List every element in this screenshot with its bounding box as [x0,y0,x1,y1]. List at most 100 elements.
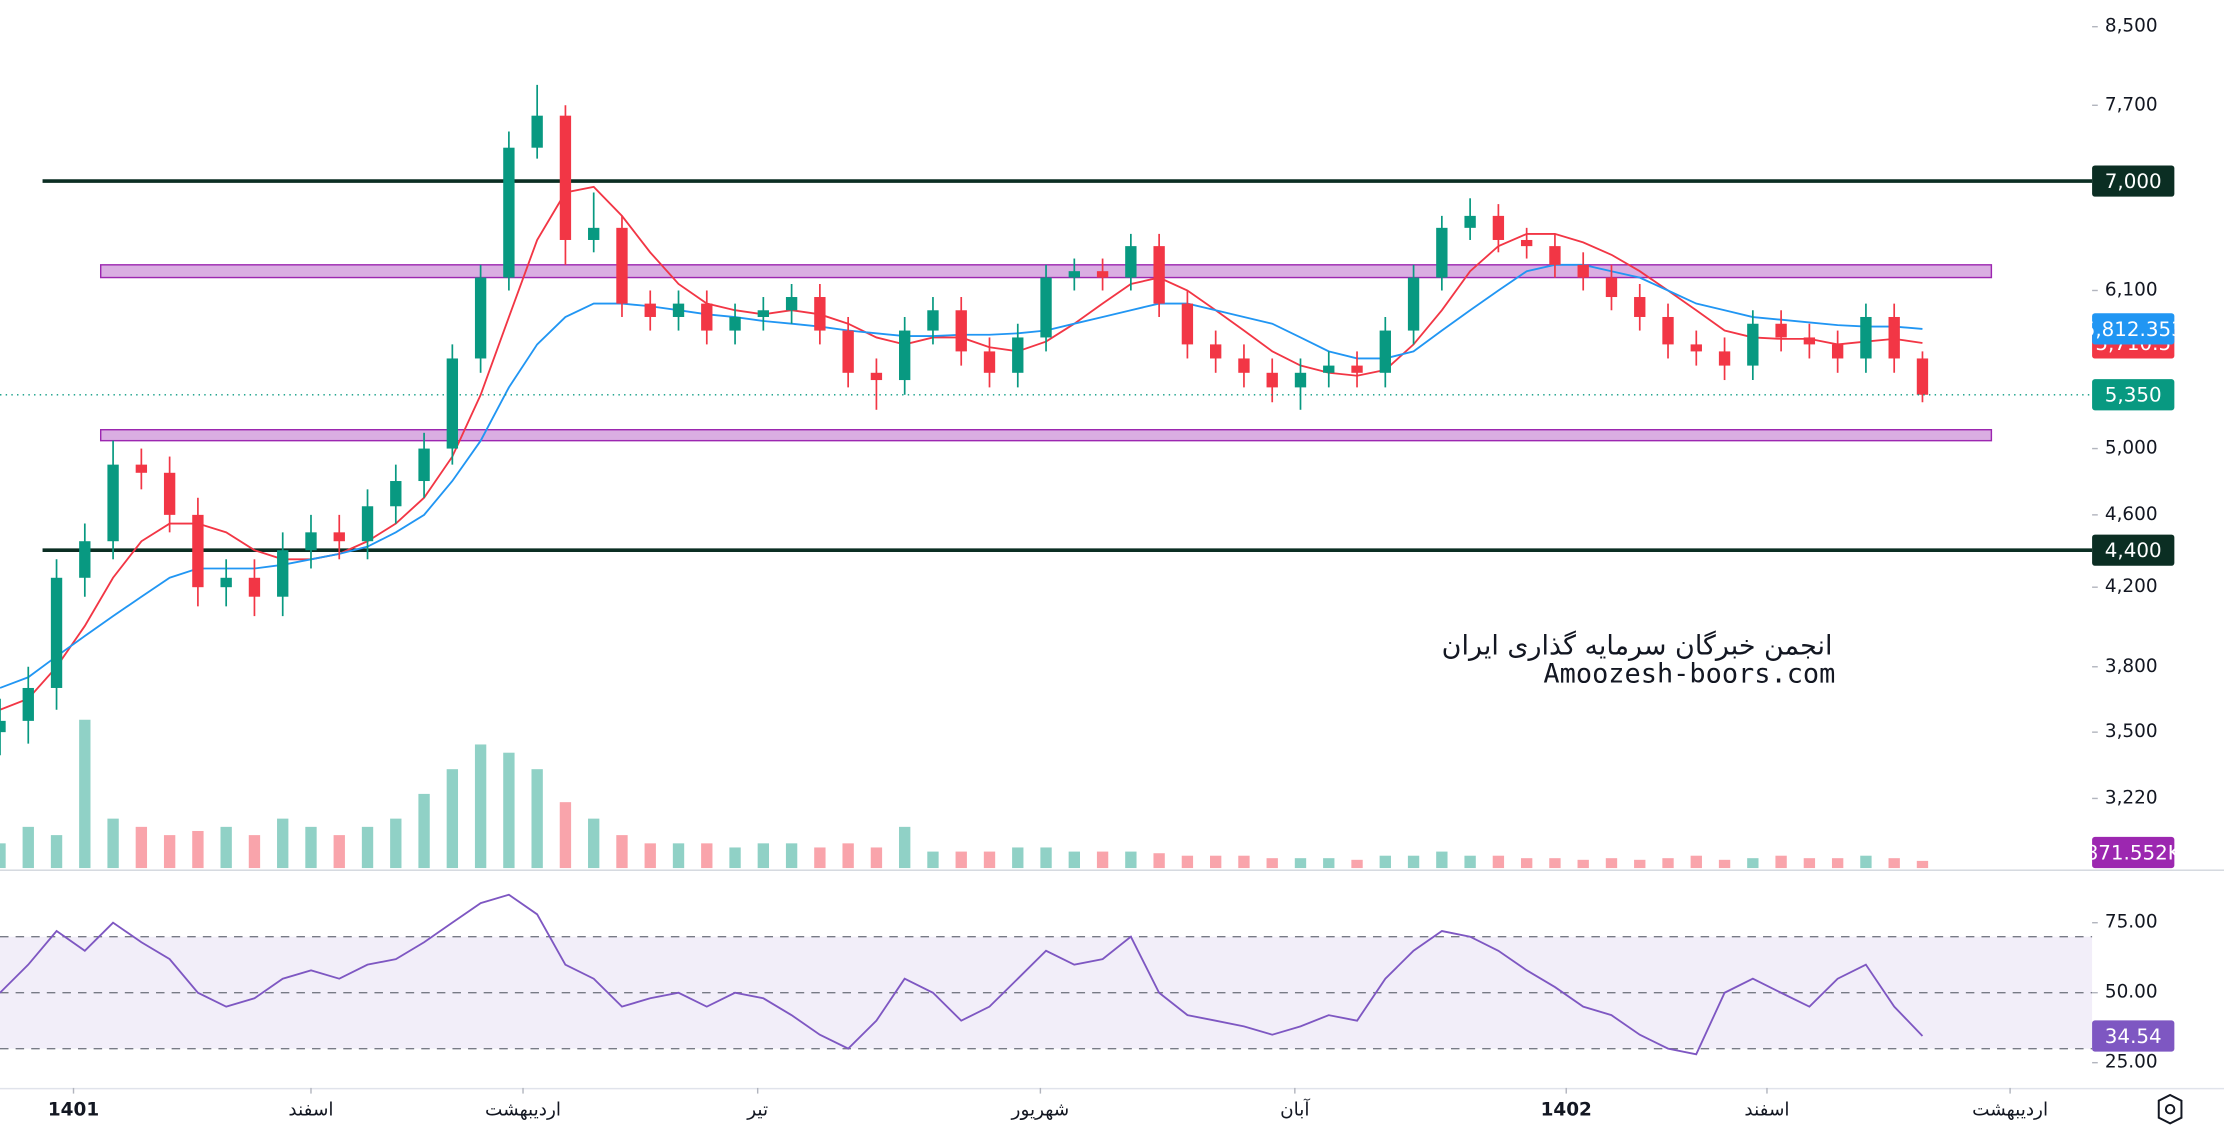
candle-body [22,687,34,721]
candle-body [1492,215,1505,240]
volume-bar [701,843,713,869]
volume-bar [1718,859,1731,869]
candle-body [1747,323,1759,366]
candle-body [1379,330,1391,373]
candle-body [446,358,459,449]
candle-body [248,577,261,597]
volume-bar [22,826,34,869]
candle-body [1153,246,1165,304]
volume-bar [842,843,854,869]
candle-body [1888,316,1900,359]
volume-bar [729,847,741,869]
x-tick-label: آبان [1280,1098,1310,1121]
volume-bar [757,843,770,869]
rsi-line [0,893,1924,1056]
volume-bar [1351,859,1363,869]
volume-bar [1012,847,1024,869]
candle-body [1803,337,1816,345]
volume-layer [0,719,1929,869]
candle-body [333,532,345,542]
volume-bar [1096,851,1109,869]
candle-body [1831,344,1844,359]
volume-bar [248,835,261,869]
volume-bar [1238,855,1250,869]
volume-bar [1831,858,1844,869]
candle-body [1068,271,1080,278]
candle-body [616,227,628,304]
volume-bar [361,826,374,869]
volume-bar [390,818,402,869]
candle-body [927,310,939,331]
x-tick-label: 1402 [1541,1100,1592,1121]
level-box [2092,534,2175,566]
candle-body [361,506,374,542]
volume-bar [0,843,6,869]
level-label: 4,400 [2105,539,2162,562]
volume-bar [899,826,911,869]
candle-body [0,720,6,733]
candle-body [899,330,911,381]
candle-body [531,115,543,148]
candle-body [1634,297,1646,317]
icon-dot [2164,1103,2176,1115]
volume-bar [1068,851,1080,869]
volume-bar [474,744,487,869]
candle-body [785,297,798,311]
volume-bar [50,835,63,869]
x-tick-label: اسفند [1744,1100,1789,1121]
volume-bar [1605,858,1618,869]
volume-bar [588,818,600,869]
candle-body [1266,372,1278,388]
candle-body [672,303,685,317]
y-tick-label: 4,200 [2105,576,2158,597]
volume-bar [107,818,119,869]
volume-bar [1888,858,1900,869]
candle-body [192,514,204,588]
volume-bar [192,830,204,869]
candle-body [50,577,63,688]
y-tick-label: 3,800 [2105,656,2158,677]
candle-body [390,481,402,507]
volume-bar [785,843,798,869]
volume-bar [446,769,459,869]
volume-bar [1153,853,1165,869]
last-price-box [2092,379,2175,411]
ma-box [2092,313,2175,345]
rsi-label: 34.54 [2105,1025,2162,1048]
candle-body [418,448,430,482]
volume-bar [559,802,572,869]
x-tick-label: شهریور [1011,1100,1070,1121]
volume-bar [135,826,148,869]
volume-bar [1492,855,1505,869]
candle-body [503,147,515,278]
zone [99,429,1993,442]
x-tick-label: اردیبهشت [485,1100,561,1121]
candle-body [1605,277,1618,298]
candles [0,84,1929,756]
candle-body [220,577,232,588]
volume-bar [1323,858,1335,869]
candle-body [1351,365,1363,373]
x-tick-label: اسفند [288,1100,333,1121]
candle-body [757,310,770,317]
candle-body [588,227,600,240]
volume-bar [1747,858,1759,869]
ma-label: 5,812.353 [2083,318,2184,341]
rsi-tick-label: 50.00 [2105,982,2158,1003]
volume-bar [1916,860,1929,869]
candle-body [701,303,713,331]
candle-body [1294,372,1307,388]
volume-bar [1662,858,1674,869]
settings-icon[interactable] [2157,1093,2183,1125]
rsi-tick-label: 75.00 [2105,912,2158,933]
candle-body [1436,227,1448,278]
level-box [2092,165,2175,197]
y-tick-label: 5,000 [2105,438,2158,459]
volume-bar [1860,855,1872,869]
volume-bar [1690,855,1702,869]
candle-body [559,115,572,240]
candle-body [1210,344,1222,359]
candle-body [135,464,148,473]
volume-bar [1181,855,1194,869]
